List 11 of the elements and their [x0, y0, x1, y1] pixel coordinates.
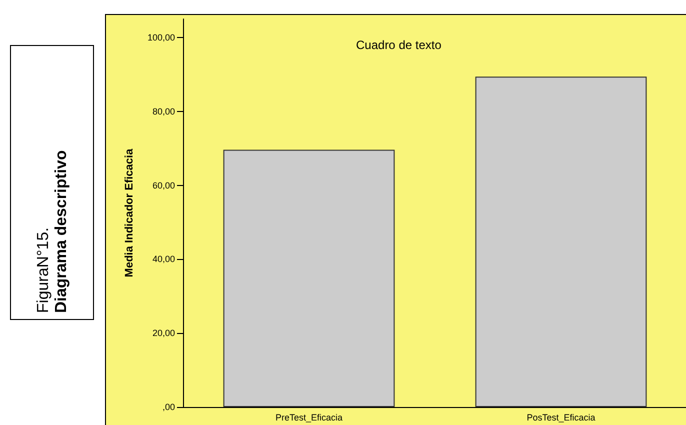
annotation: Cuadro de texto: [356, 38, 442, 52]
y-tick-label: 40,00: [152, 254, 175, 264]
y-tick-label: 80,00: [152, 106, 175, 116]
caption-box: FiguraN°15. Diagrama descriptivo: [10, 45, 94, 320]
x-tick-label: PosTest_Eficacia: [526, 412, 596, 422]
y-tick-label: 20,00: [152, 328, 175, 338]
x-tick-label: PreTest_Eficacia: [275, 412, 343, 422]
y-tick-label: ,00: [162, 402, 175, 412]
y-axis-title: Media Indicador Eficacia: [124, 148, 136, 278]
y-tick-label: 100,00: [147, 32, 175, 42]
y-tick-label: 60,00: [152, 180, 175, 190]
